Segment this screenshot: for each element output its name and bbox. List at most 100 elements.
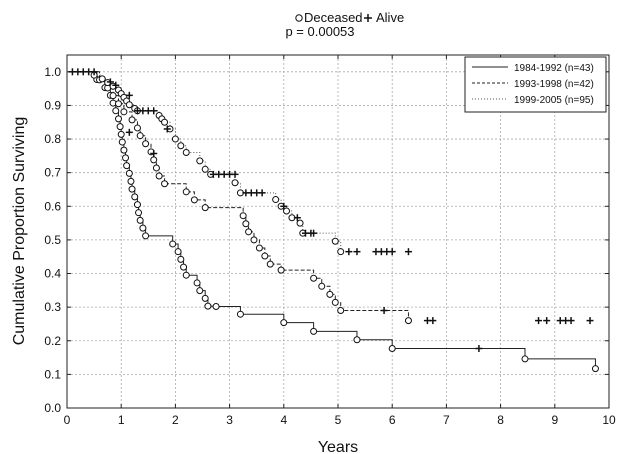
censored-point	[231, 170, 239, 178]
deceased-point	[204, 302, 212, 310]
deceased-point	[161, 118, 169, 126]
deceased-point	[266, 260, 274, 268]
y-tick-label: 0.2	[44, 334, 61, 348]
deceased-point	[136, 216, 144, 224]
x-tick-label: 4	[280, 413, 287, 427]
deceased-label: Deceased	[304, 10, 363, 25]
y-tick-labels: 0.0 0.1 0.2 0.3 0.4 0.5 0.6 0.7 0.8 0.9 1.0	[44, 65, 61, 415]
series-group	[67, 68, 412, 256]
deceased-point	[182, 271, 190, 279]
deceased-point	[255, 244, 263, 252]
survival-curves	[67, 68, 599, 373]
deceased-point	[404, 317, 412, 325]
censored-point	[125, 128, 133, 136]
y-tick-label: 0.1	[44, 367, 61, 381]
deceased-point	[591, 365, 599, 373]
deceased-point	[193, 279, 201, 287]
deceased-point	[242, 220, 250, 228]
deceased-point	[125, 101, 133, 109]
censored-point	[535, 317, 543, 325]
deceased-point	[116, 123, 124, 131]
censored-point	[429, 317, 437, 325]
legend: 1984-1992 (n=43) 1993-1998 (n=42) 1999-2…	[464, 56, 607, 113]
y-tick-label: 0.5	[44, 233, 61, 247]
deceased-point	[277, 266, 285, 274]
deceased-point	[112, 107, 120, 115]
deceased-point	[201, 204, 209, 212]
censored-point	[404, 248, 412, 256]
series-group	[67, 71, 599, 373]
deceased-point	[128, 116, 136, 124]
deceased-point	[245, 228, 253, 236]
grid	[67, 55, 609, 408]
deceased-point	[150, 156, 158, 164]
deceased-point	[236, 310, 244, 318]
y-tick-label: 1.0	[44, 65, 61, 79]
deceased-point	[125, 169, 133, 177]
y-tick-label: 0.7	[44, 166, 61, 180]
deceased-point	[326, 290, 334, 298]
deceased-point	[337, 248, 345, 256]
deceased-point	[310, 327, 318, 335]
x-axis-title: Years	[318, 439, 358, 454]
legend-label-1984-1992: 1984-1992 (n=43)	[514, 63, 594, 74]
y-tick-label: 0.9	[44, 98, 61, 112]
deceased-point	[161, 180, 169, 188]
deceased-point	[177, 142, 185, 150]
deceased-point	[231, 179, 239, 187]
alive-marker-icon	[364, 14, 372, 22]
y-tick-label: 0.8	[44, 132, 61, 146]
censored-point	[125, 91, 133, 99]
series-line	[67, 71, 596, 369]
deceased-point	[283, 207, 291, 215]
y-tick-label: 0.3	[44, 300, 61, 314]
censored-point	[475, 344, 483, 352]
deceased-point	[177, 255, 185, 263]
deceased-point	[142, 232, 150, 240]
deceased-point	[109, 92, 117, 100]
deceased-point	[174, 248, 182, 256]
x-tick-label: 9	[551, 413, 558, 427]
deceased-point	[331, 298, 339, 306]
deceased-point	[131, 193, 139, 201]
censored-point	[106, 78, 114, 86]
deceased-point	[272, 196, 280, 204]
y-tick-label: 0.6	[44, 199, 61, 213]
deceased-point	[196, 157, 204, 165]
deceased-marker-icon	[295, 14, 303, 22]
deceased-point	[118, 138, 126, 146]
deceased-point	[521, 355, 529, 363]
x-tick-label: 3	[226, 413, 233, 427]
deceased-point	[127, 177, 135, 185]
censored-point	[112, 81, 120, 89]
deceased-point	[128, 185, 136, 193]
deceased-point	[353, 336, 361, 344]
deceased-point	[133, 201, 141, 209]
deceased-point	[133, 124, 141, 132]
deceased-point	[171, 135, 179, 143]
censored-point	[586, 317, 594, 325]
deceased-point	[123, 162, 131, 170]
legend-label-1993-1998: 1993-1998 (n=42)	[514, 79, 594, 90]
chart-header: Deceased Alive p = 0.00053	[285, 10, 404, 39]
deceased-point	[180, 263, 188, 271]
deceased-point	[331, 237, 339, 245]
deceased-point	[337, 307, 345, 315]
deceased-point	[196, 287, 204, 295]
x-tick-label: 0	[64, 413, 71, 427]
deceased-point	[182, 188, 190, 196]
y-tick-label: 0.0	[44, 401, 61, 415]
deceased-point	[182, 148, 190, 156]
x-tick-label: 6	[389, 413, 396, 427]
p-value-text: p = 0.00053	[285, 24, 354, 39]
censored-point	[380, 307, 388, 315]
censored-point	[163, 125, 171, 133]
censored-point	[345, 248, 353, 256]
x-tick-label: 1	[118, 413, 125, 427]
legend-box	[464, 56, 607, 113]
deceased-point	[296, 219, 304, 227]
x-tick-label: 10	[602, 413, 616, 427]
deceased-point	[120, 108, 128, 116]
deceased-point	[310, 274, 318, 282]
deceased-point	[280, 319, 288, 327]
